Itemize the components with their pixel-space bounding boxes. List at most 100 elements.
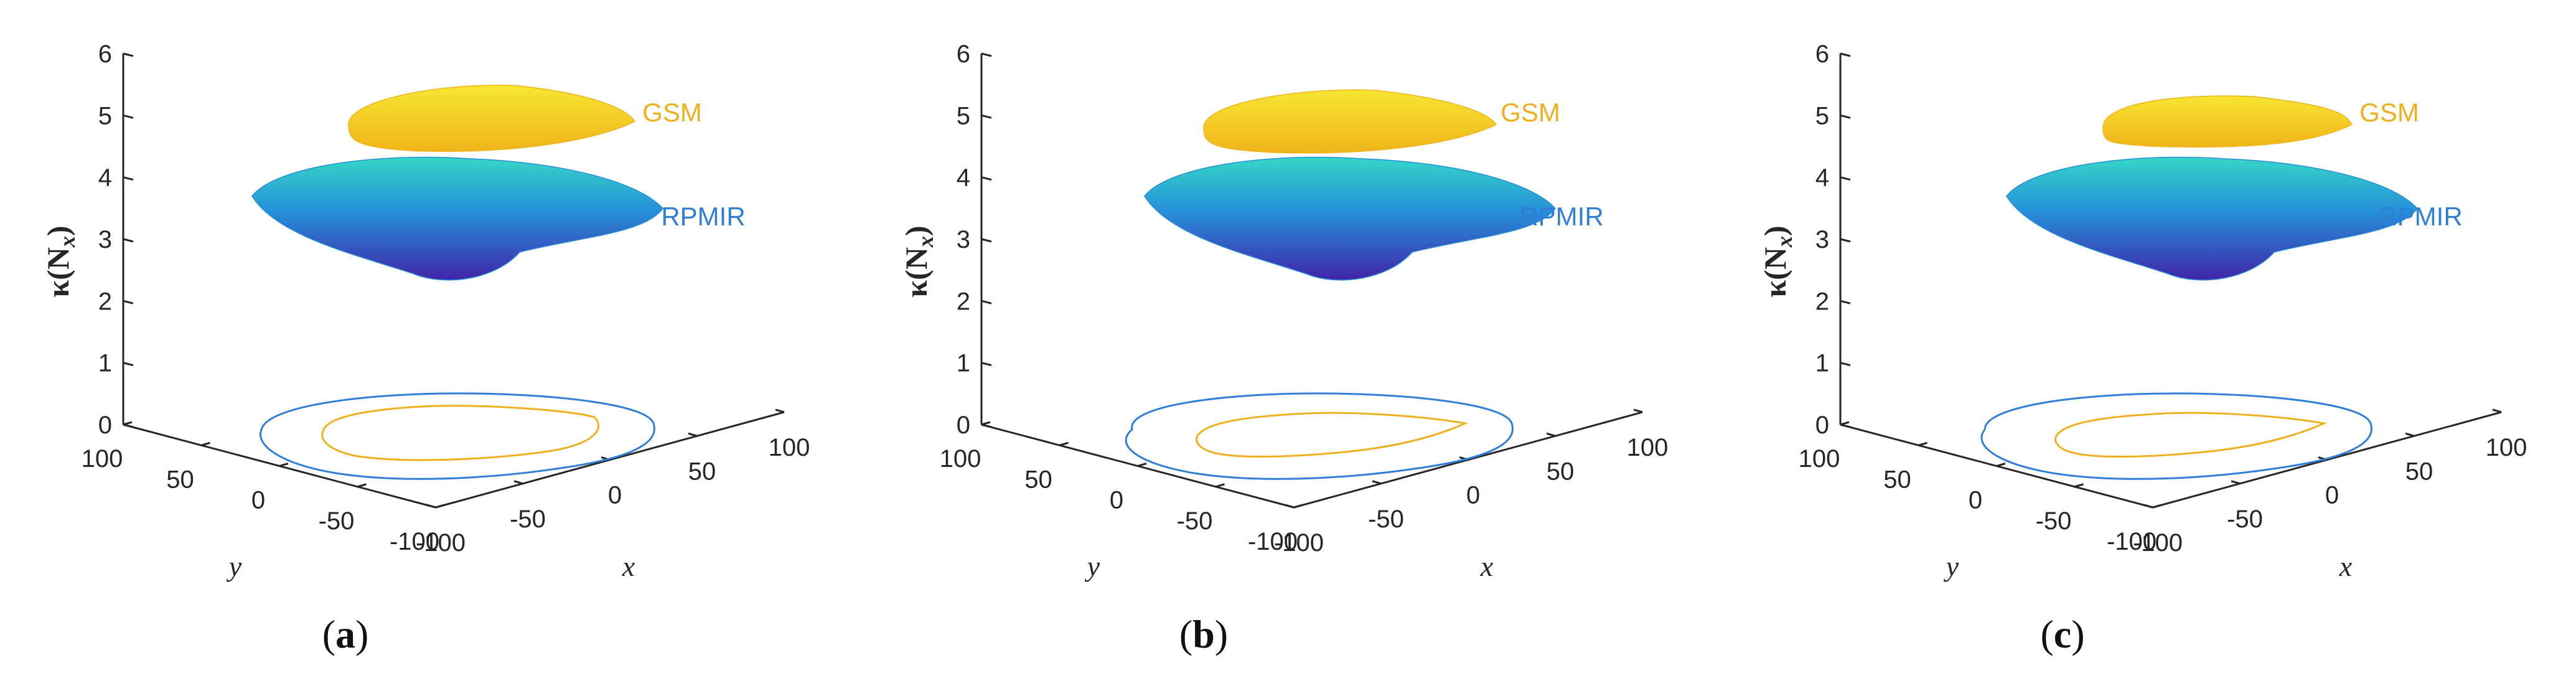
z-tick-label: 4 (1815, 164, 1829, 192)
y-tick-label: 100 (82, 445, 123, 473)
x-tick-label: 100 (769, 434, 810, 461)
z-tick-label: 4 (98, 164, 112, 192)
x-axis-label: x (2339, 550, 2353, 582)
z-tick-label: 6 (1815, 40, 1829, 68)
y-tick-label: 50 (1024, 466, 1052, 493)
x-tick-mark (1372, 480, 1382, 485)
z-tick-label: 6 (98, 40, 112, 68)
y-tick-label: 100 (1799, 445, 1840, 473)
z-tick-label: 5 (957, 102, 970, 129)
series-label-gsm: GSM (2359, 98, 2419, 127)
z-tick-mark (981, 238, 992, 243)
x-tick-mark (1285, 504, 1295, 509)
z-tick-mark (123, 176, 134, 181)
y-tick-mark (435, 504, 445, 509)
z-tick-mark (981, 52, 992, 57)
chart-svg-c: 0123456-100-50050100100500-50-100xyκ(Nx)… (1758, 40, 2527, 656)
z-tick-label: 3 (1815, 226, 1829, 253)
y-tick-label: 0 (251, 487, 265, 514)
z-tick-mark (123, 52, 134, 57)
x-tick-mark (1633, 408, 1643, 413)
x-tick-label: 50 (2405, 458, 2433, 485)
z-tick-mark (981, 176, 992, 181)
x-tick-label: -50 (2227, 506, 2263, 533)
x-tick-label: 50 (688, 458, 716, 485)
z-tick-mark (123, 114, 134, 119)
z-axis-label-sub: x (1772, 236, 1797, 248)
panel-label: (b) (1179, 612, 1228, 656)
z-tick-mark (123, 299, 134, 304)
z-tick-mark (981, 299, 992, 304)
y-tick-label: -100 (2107, 528, 2157, 555)
rpmir-surface (2006, 156, 2418, 281)
y-tick-mark (981, 421, 991, 426)
z-axis-label-sub: x (55, 236, 80, 248)
panel-label: (c) (2040, 612, 2084, 656)
y-tick-label: 0 (1969, 487, 1982, 514)
chart-panel-b: 0 1 2 3 4 5 6 -100 -50 0 50 100 100 50 0 -50 -100 x y κ(Nx)… (858, 0, 1717, 678)
z-tick-label: 4 (957, 164, 970, 192)
z-axis-label: κ(Nx) (40, 225, 80, 297)
x-tick-mark (1546, 432, 1556, 437)
gsm-surface (2102, 95, 2353, 148)
z-axis-label: κ(Nx) (899, 225, 938, 297)
gsm-surface (1203, 89, 1497, 154)
y-tick-mark (1137, 463, 1147, 467)
z-tick-label: 2 (957, 288, 970, 315)
z-tick-mark (981, 362, 992, 367)
chart-panel-c: 0 1 2 3 4 5 6 -100 -50 0 50 100 100 50 0 -50 -100 x y κ(Nx)… (1717, 0, 2576, 678)
x-tick-label: 0 (608, 482, 622, 509)
z-tick-label: 0 (98, 412, 112, 439)
z-axis-label-close: ) (1758, 225, 1792, 236)
x-tick-mark (2143, 504, 2153, 509)
y-tick-mark (279, 463, 289, 467)
y-tick-mark (2074, 483, 2084, 488)
y-tick-mark (1215, 483, 1225, 488)
z-axis-label: κ(Nx) (1758, 225, 1797, 297)
rpmir-surface (251, 156, 663, 281)
x-tick-label: 100 (2486, 434, 2527, 461)
z-tick-label: 0 (957, 412, 970, 439)
series-label-rpmir: RPMIR (2378, 202, 2462, 231)
y-tick-mark (123, 421, 133, 426)
x-tick-label: -100 (2133, 529, 2183, 557)
z-tick-mark (123, 362, 134, 367)
rpmir-contour (1980, 392, 2372, 480)
z-tick-label: 3 (957, 226, 970, 253)
z-tick-label: 5 (1815, 102, 1829, 129)
gsm-contour (321, 405, 600, 461)
z-tick-mark (1840, 52, 1851, 57)
x-tick-label: 100 (1627, 434, 1669, 461)
z-axis-label-close: ) (899, 225, 934, 236)
x-tick-label: -50 (1368, 506, 1404, 533)
z-tick-label: 3 (98, 226, 112, 253)
y-tick-label: -100 (390, 528, 439, 555)
z-tick-label: 1 (98, 350, 112, 377)
y-tick-label: 50 (1883, 466, 1911, 493)
y-axis-label: y (1085, 550, 1100, 582)
x-tick-mark (2492, 408, 2502, 413)
series-label-rpmir: RPMIR (661, 202, 745, 231)
y-tick-label: 50 (166, 466, 194, 493)
y-tick-label: -50 (1177, 507, 1213, 535)
x-axis-label: x (622, 550, 635, 582)
z-axis-label-main: κ(N (40, 247, 75, 298)
z-tick-label: 2 (1815, 288, 1829, 315)
y-tick-mark (201, 441, 210, 446)
series-label-rpmir: RPMIR (1519, 202, 1603, 231)
z-tick-mark (1840, 176, 1851, 181)
x-tick-label: -50 (510, 506, 546, 533)
y-tick-label: -50 (319, 507, 355, 535)
z-tick-label: 1 (957, 350, 970, 377)
x-tick-mark (688, 432, 698, 437)
z-axis-label-close: ) (40, 225, 75, 236)
x-tick-label: -100 (1274, 529, 1324, 557)
x-tick-mark (426, 504, 436, 509)
x-tick-label: 50 (1547, 458, 1575, 485)
x-axis-label: x (1480, 550, 1494, 582)
x-tick-mark (775, 408, 785, 413)
gsm-contour (2054, 412, 2328, 458)
x-tick-mark (513, 480, 523, 485)
series-label-gsm: GSM (642, 98, 702, 127)
